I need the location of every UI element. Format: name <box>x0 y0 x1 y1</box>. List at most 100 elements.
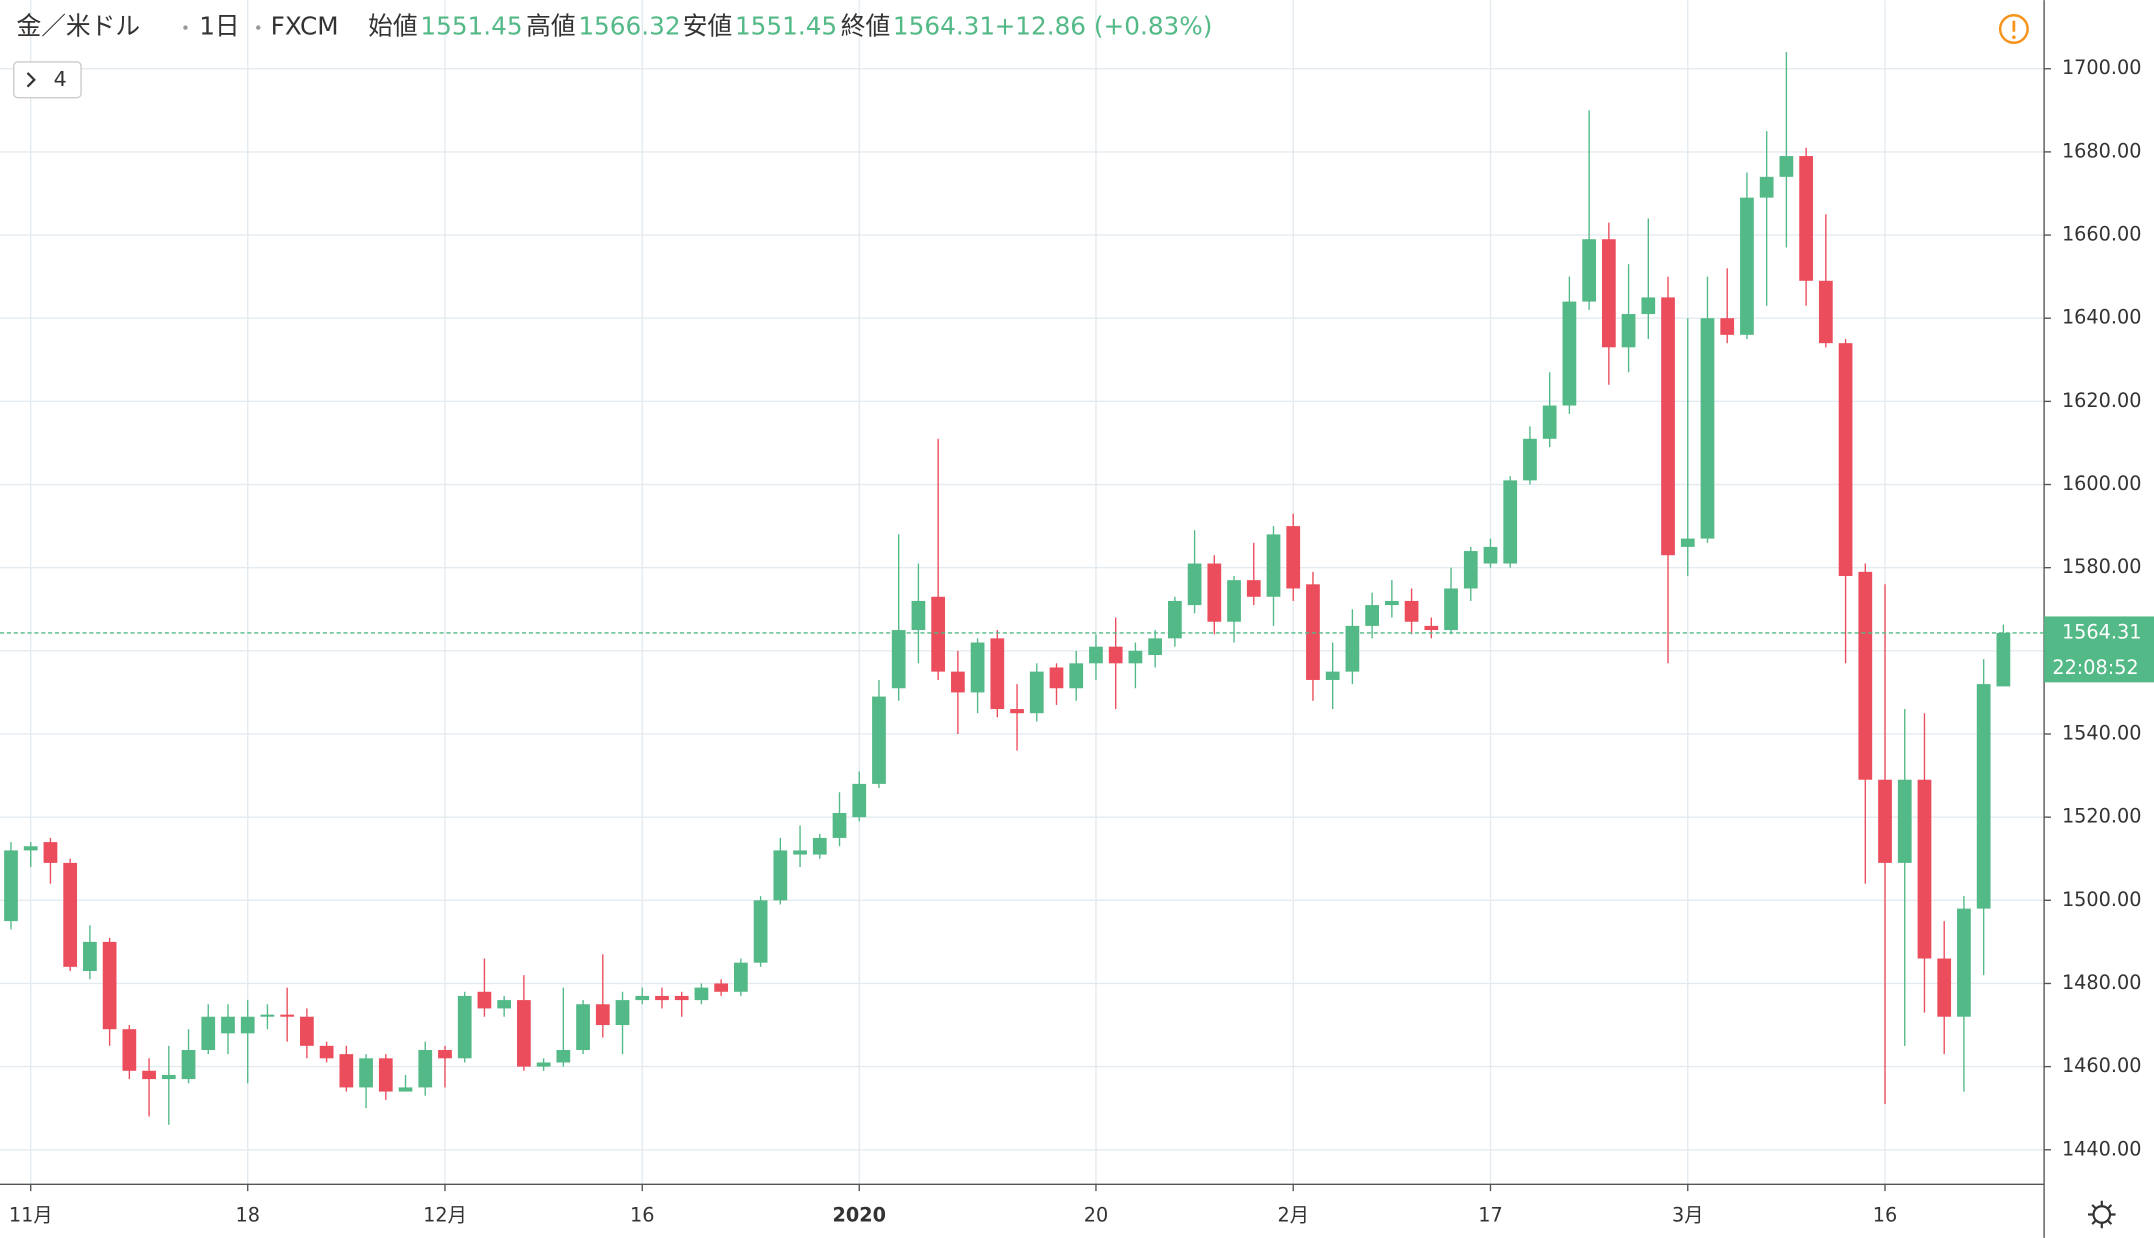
x-tick-label: 2月 <box>1277 1203 1308 1226</box>
candle-body <box>1069 663 1084 689</box>
x-tick-label: 16 <box>630 1203 654 1226</box>
candle-body <box>1582 239 1596 302</box>
candle-body <box>1029 671 1044 714</box>
candle-body <box>1838 343 1853 576</box>
candle-body <box>714 983 729 992</box>
candle-body <box>773 850 788 901</box>
indicator-badge[interactable] <box>13 61 82 99</box>
candle-body <box>1976 684 1991 909</box>
candle-body <box>1384 600 1399 606</box>
candle-body <box>477 991 492 1009</box>
candle-body <box>635 995 650 1001</box>
candles <box>4 52 2011 1125</box>
candle-body <box>1878 779 1892 863</box>
chevron-icon <box>26 72 36 88</box>
y-tick-label: 1440.00 <box>2062 1137 2141 1160</box>
candle-body <box>201 1016 216 1050</box>
candle-body <box>142 1070 156 1080</box>
y-tick-label: 1700.00 <box>2062 56 2141 79</box>
candle-body <box>339 1054 354 1088</box>
candle-body <box>221 1016 235 1034</box>
candle-body <box>1207 563 1222 622</box>
open-label: 始値 <box>368 12 417 41</box>
candle-body <box>1424 625 1439 631</box>
x-tick-label: 3月 <box>1672 1203 1703 1226</box>
indicator-toggle[interactable]: 4 <box>13 61 82 99</box>
candle-body <box>1542 405 1557 439</box>
candle-body <box>970 642 985 693</box>
candle-body <box>300 1016 314 1046</box>
y-tick-label: 1600.00 <box>2062 472 2141 495</box>
candle-body <box>734 962 748 992</box>
candle-body <box>398 1087 413 1092</box>
interval: 1日 <box>199 12 239 41</box>
separator <box>256 25 261 30</box>
candle-body <box>438 1049 452 1059</box>
candle-body <box>872 696 886 784</box>
y-tick-label: 1580.00 <box>2062 555 2141 578</box>
warning-dot <box>2012 35 2016 40</box>
low-value: 1551.45 <box>735 12 837 41</box>
candle-body <box>1641 297 1656 315</box>
candle-body <box>1759 176 1774 198</box>
candle-body <box>1700 318 1715 539</box>
gear-teeth <box>2088 1200 2116 1229</box>
candle-body <box>1365 605 1379 626</box>
candle-body <box>102 941 117 1030</box>
candle-body <box>1680 538 1695 547</box>
candle-body <box>1167 600 1182 639</box>
candle-body <box>1937 958 1952 1017</box>
warning-icon[interactable] <box>1998 14 2029 44</box>
candle-body <box>990 638 1005 710</box>
candle-body <box>1523 438 1537 481</box>
candle-body <box>122 1029 137 1071</box>
x-tick-label: 17 <box>1478 1203 1502 1226</box>
x-tick-label: 11月 <box>9 1203 53 1226</box>
candle-body <box>1345 625 1360 672</box>
candle-body <box>1601 239 1616 348</box>
candle-body <box>1444 588 1458 631</box>
candle-body <box>240 1016 255 1034</box>
candle-body <box>23 846 38 851</box>
candle-body <box>161 1074 176 1080</box>
y-tick-label: 1640.00 <box>2062 306 2141 329</box>
x-tick-label: 2020 <box>832 1203 885 1226</box>
x-tick-label: 12月 <box>423 1203 467 1226</box>
candle-body <box>1562 301 1577 406</box>
candle-body <box>4 850 18 922</box>
candle-body <box>280 1014 295 1017</box>
candle-body <box>1246 580 1261 597</box>
candle-body <box>1917 779 1932 959</box>
change: +12.86 (+0.83%) <box>995 12 1213 41</box>
candle-body <box>832 812 847 838</box>
candle-body <box>1818 280 1833 344</box>
candle-body <box>1148 638 1163 655</box>
axes: 1440.00 1460.00 1480.00 1500.00 1520.00 1540.… <box>0 56 2154 1226</box>
warning-circle[interactable] <box>1998 14 2029 44</box>
candle-body <box>793 850 807 855</box>
symbol: 金／米ドル <box>16 12 140 41</box>
candle-body <box>1957 908 1971 1017</box>
candle-body <box>517 1000 531 1067</box>
candle-body <box>1779 156 1794 177</box>
candle-body <box>1108 646 1123 664</box>
close-value: 1564.31 <box>893 12 995 41</box>
low-label: 安値 <box>683 12 732 41</box>
candle-body <box>1049 667 1064 689</box>
high-value: 1566.32 <box>578 12 680 41</box>
candle-body <box>852 783 867 818</box>
y-tick-label: 1680.00 <box>2062 139 2141 162</box>
settings-button[interactable] <box>2088 1200 2116 1229</box>
candle-body <box>576 1004 590 1050</box>
candle-body <box>1996 632 2011 687</box>
price-label: 1564.31 <box>2062 620 2141 643</box>
candle-body <box>1740 197 1754 335</box>
candle-body <box>497 1000 512 1009</box>
open-value: 1551.45 <box>420 12 522 41</box>
candle-body <box>418 1049 433 1088</box>
y-tick-label: 1500.00 <box>2062 888 2141 911</box>
candle-body <box>891 630 906 689</box>
candle-body <box>911 600 926 631</box>
